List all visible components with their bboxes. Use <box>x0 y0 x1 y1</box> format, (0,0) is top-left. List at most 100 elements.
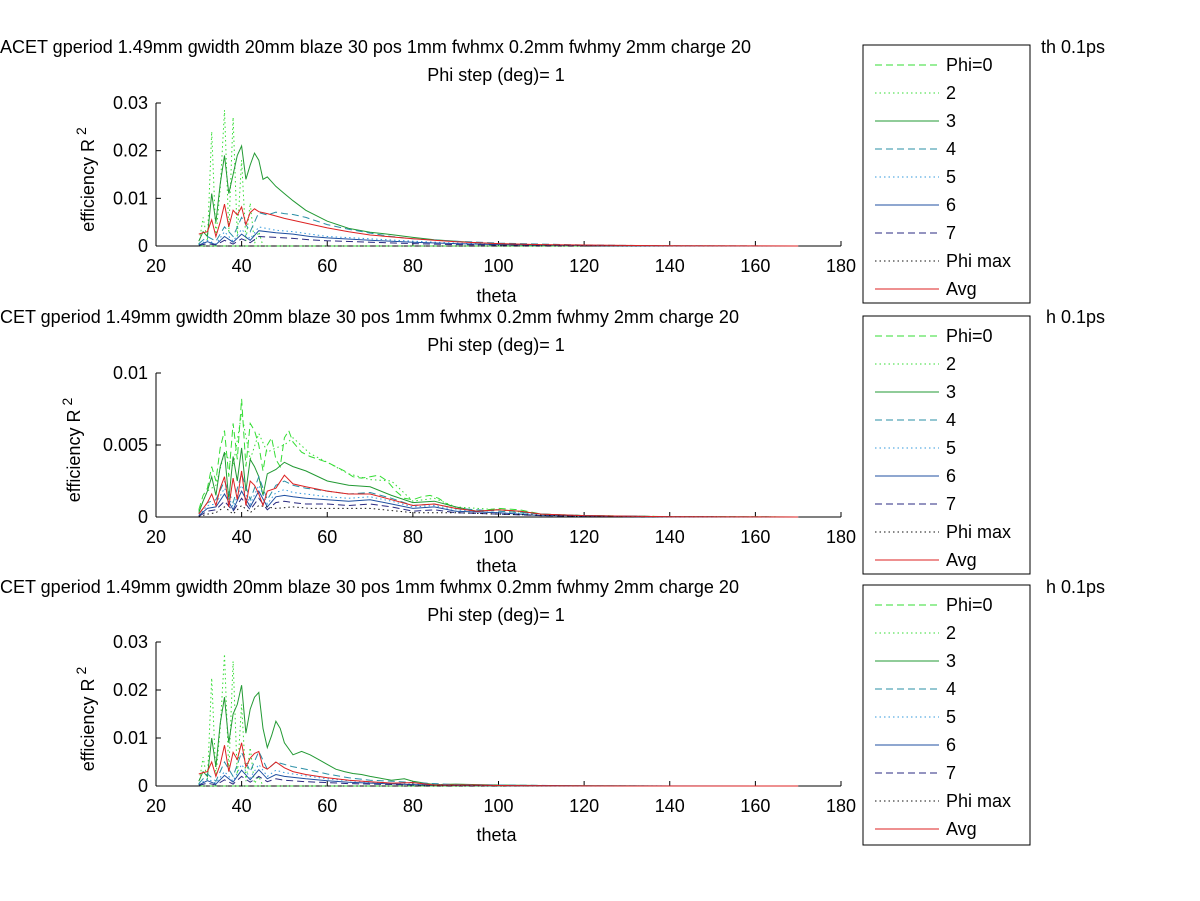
x-tick-label: 80 <box>403 527 423 547</box>
y-axis-label: efficiency R 2 <box>59 398 84 503</box>
legend-label: 3 <box>946 382 956 402</box>
legend-label: 2 <box>946 83 956 103</box>
chart-title-main: ACET gperiod 1.49mm gwidth 20mm blaze 30… <box>0 37 751 57</box>
x-tick-label: 100 <box>483 527 513 547</box>
x-tick-label: 20 <box>146 796 166 816</box>
legend-label: Avg <box>946 819 977 839</box>
legend-label: 4 <box>946 139 956 159</box>
series-line-9 <box>198 203 799 247</box>
series-line-4 <box>198 472 799 518</box>
legend-label: 5 <box>946 438 956 458</box>
x-tick-label: 180 <box>826 796 856 816</box>
x-tick-label: 20 <box>146 256 166 276</box>
y-axis-label-main: efficiency R <box>64 410 84 503</box>
y-axis-label-superscript: 2 <box>73 127 89 135</box>
y-tick-label: 0.02 <box>113 141 148 161</box>
legend-label: 2 <box>946 354 956 374</box>
series-line-2 <box>198 413 799 518</box>
series-line-9 <box>198 742 799 787</box>
legend-box <box>862 315 1031 575</box>
chart-subtitle: Phi step (deg)= 1 <box>427 65 565 85</box>
x-tick-label: 80 <box>403 796 423 816</box>
y-tick-label: 0.01 <box>113 188 148 208</box>
subplot-2: CET gperiod 1.49mm gwidth 20mm blaze 30 … <box>0 307 1105 576</box>
y-tick-label: 0.01 <box>113 363 148 383</box>
x-tick-label: 120 <box>569 256 599 276</box>
y-axis-label-superscript: 2 <box>59 398 75 406</box>
legend: Phi=0 2 3 4 5 6 7 Phi max Avg <box>862 584 1031 846</box>
y-axis-label: efficiency R 2 <box>73 667 98 772</box>
series-line-2 <box>198 653 264 787</box>
x-tick-label: 160 <box>740 796 770 816</box>
legend-label: Phi=0 <box>946 55 993 75</box>
x-tick-label: 60 <box>317 256 337 276</box>
chart-subtitle: Phi step (deg)= 1 <box>427 335 565 355</box>
y-tick-label: 0.03 <box>113 632 148 652</box>
x-tick-label: 40 <box>232 256 252 276</box>
legend-label: 4 <box>946 679 956 699</box>
legend: Phi=0 2 3 4 5 6 7 Phi max Avg <box>862 44 1031 304</box>
legend-label: Phi max <box>946 791 1011 811</box>
legend-label: 7 <box>946 223 956 243</box>
chart-title-main: CET gperiod 1.49mm gwidth 20mm blaze 30 … <box>0 577 739 597</box>
chart-title-tail: h 0.1ps <box>1046 307 1105 327</box>
chart-title-line1: CET gperiod 1.49mm gwidth 20mm blaze 30 … <box>0 577 739 597</box>
x-tick-label: 180 <box>826 256 856 276</box>
legend-label: Phi max <box>946 251 1011 271</box>
x-tick-label: 20 <box>146 527 166 547</box>
x-tick-label: 120 <box>569 527 599 547</box>
x-tick-label: 80 <box>403 256 423 276</box>
series-line-8 <box>198 504 799 518</box>
y-tick-label: 0 <box>138 776 148 796</box>
y-tick-label: 0.005 <box>103 435 148 455</box>
x-tick-label: 160 <box>740 527 770 547</box>
x-tick-label: 40 <box>232 796 252 816</box>
legend-label: 6 <box>946 466 956 486</box>
series-line-9 <box>198 470 799 518</box>
x-tick-label: 120 <box>569 796 599 816</box>
legend-label: 7 <box>946 763 956 783</box>
legend-label: 6 <box>946 195 956 215</box>
legend-label: Phi=0 <box>946 326 993 346</box>
x-tick-label: 140 <box>655 527 685 547</box>
x-tick-label: 40 <box>232 527 252 547</box>
series-line-1 <box>198 398 799 518</box>
chart-title-line1: CET gperiod 1.49mm gwidth 20mm blaze 30 … <box>0 307 739 327</box>
legend-label: Phi=0 <box>946 595 993 615</box>
y-axis-label-main: efficiency R <box>78 679 98 772</box>
x-axis-label: theta <box>476 286 517 306</box>
chart-title-line1: ACET gperiod 1.49mm gwidth 20mm blaze 30… <box>0 37 751 57</box>
y-tick-label: 0.03 <box>113 93 148 113</box>
legend-label: 5 <box>946 167 956 187</box>
legend-box <box>862 44 1031 304</box>
legend: Phi=0 2 3 4 5 6 7 Phi max Avg <box>862 315 1031 575</box>
legend-label: Phi max <box>946 522 1011 542</box>
series-line-2 <box>198 110 264 247</box>
y-axis-label-main: efficiency R <box>78 139 98 232</box>
x-tick-label: 100 <box>483 796 513 816</box>
x-tick-label: 60 <box>317 796 337 816</box>
subplot-3: CET gperiod 1.49mm gwidth 20mm blaze 30 … <box>0 577 1105 846</box>
legend-label: Avg <box>946 279 977 299</box>
legend-label: 6 <box>946 735 956 755</box>
legend-label: 7 <box>946 494 956 514</box>
series-line-7 <box>198 775 799 787</box>
x-axis-label: theta <box>476 825 517 845</box>
x-tick-label: 160 <box>740 256 770 276</box>
chart-title-main: CET gperiod 1.49mm gwidth 20mm blaze 30 … <box>0 307 739 327</box>
y-axis-label: efficiency R 2 <box>73 127 98 232</box>
legend-label: 4 <box>946 410 956 430</box>
chart-title-tail: h 0.1ps <box>1046 577 1105 597</box>
y-tick-label: 0 <box>138 236 148 256</box>
legend-box <box>862 584 1031 846</box>
series-line-6 <box>198 230 799 247</box>
chart-title-tail: th 0.1ps <box>1041 37 1105 57</box>
x-tick-label: 140 <box>655 256 685 276</box>
y-tick-label: 0 <box>138 507 148 527</box>
legend-label: 3 <box>946 111 956 131</box>
y-axis-label-superscript: 2 <box>73 667 89 675</box>
legend-label: 5 <box>946 707 956 727</box>
y-tick-label: 0.02 <box>113 680 148 700</box>
legend-label: 3 <box>946 651 956 671</box>
